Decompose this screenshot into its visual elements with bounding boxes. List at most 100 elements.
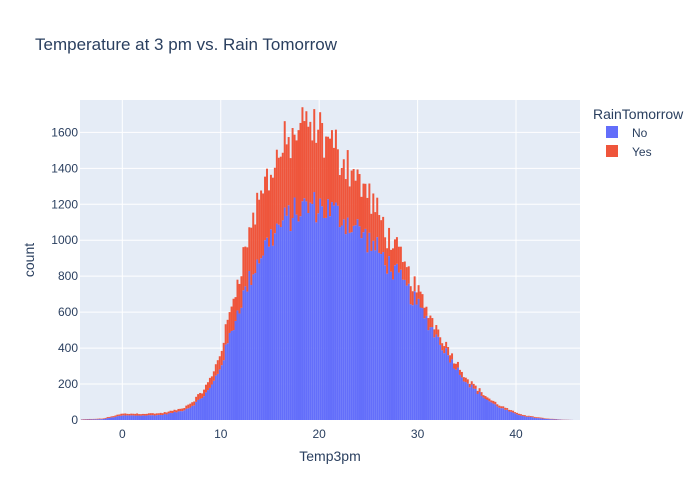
bar-yes[interactable] [250,227,253,285]
bar-yes[interactable] [439,337,442,345]
bar-no[interactable] [516,414,518,420]
bar-no[interactable] [258,263,261,420]
bar-no[interactable] [421,308,424,420]
bar-yes[interactable] [279,156,282,228]
bar-yes[interactable] [378,215,381,253]
bar-no[interactable] [118,415,121,420]
bar-no[interactable] [106,418,109,420]
bar-yes[interactable] [531,416,534,418]
bar-yes[interactable] [260,190,263,259]
bar-yes[interactable] [142,413,144,416]
bar-no[interactable] [476,394,479,420]
bar-no[interactable] [92,419,95,420]
bar-no[interactable] [90,419,93,420]
bar-yes[interactable] [384,237,387,266]
bar-yes[interactable] [323,157,326,218]
bar-no[interactable] [238,313,241,420]
bar-yes[interactable] [301,107,304,202]
bar-yes[interactable] [252,212,255,275]
bar-no[interactable] [94,419,97,420]
bar-no[interactable] [474,388,477,420]
bar-yes[interactable] [502,406,505,409]
bar-no[interactable] [169,412,172,420]
bar-yes[interactable] [500,406,503,409]
bar-no[interactable] [488,401,491,420]
bar-yes[interactable] [512,410,515,413]
bar-yes[interactable] [421,294,424,309]
bar-yes[interactable] [425,306,428,316]
bar-no[interactable] [370,250,373,420]
bar-yes[interactable] [395,237,398,264]
bar-yes[interactable] [541,417,544,419]
bar-yes[interactable] [466,379,469,384]
bar-yes[interactable] [319,112,322,199]
bar-yes[interactable] [140,414,143,416]
bar-no[interactable] [395,263,398,420]
bar-no[interactable] [374,250,377,420]
bar-yes[interactable] [478,388,481,392]
bar-yes[interactable] [386,248,389,274]
bar-no[interactable] [224,344,227,420]
bar-yes[interactable] [447,346,450,356]
bar-no[interactable] [451,359,454,420]
bar-yes[interactable] [218,356,221,370]
bar-yes[interactable] [368,183,371,233]
bar-yes[interactable] [120,413,123,416]
bar-yes[interactable] [476,390,479,395]
bar-yes[interactable] [195,396,198,402]
bar-no[interactable] [547,419,550,420]
bar-no[interactable] [185,408,188,420]
bar-yes[interactable] [354,180,357,226]
bar-no[interactable] [244,286,247,420]
bar-yes[interactable] [313,109,316,193]
bar-no[interactable] [470,384,473,420]
bar-yes[interactable] [348,186,351,233]
bar-no[interactable] [283,207,286,420]
bar-yes[interactable] [134,413,137,416]
bar-yes[interactable] [238,283,241,314]
bar-no[interactable] [512,412,515,420]
bar-no[interactable] [252,274,255,420]
bar-no[interactable] [228,332,231,420]
bar-yes[interactable] [340,167,343,226]
bar-yes[interactable] [222,342,225,361]
bar-yes[interactable] [403,261,406,280]
bar-yes[interactable] [490,400,493,403]
bar-no[interactable] [132,415,135,420]
bar-no[interactable] [285,215,288,420]
bar-yes[interactable] [244,246,247,287]
bar-no[interactable] [319,198,322,420]
bar-yes[interactable] [167,411,170,414]
bar-no[interactable] [256,259,259,420]
bar-no[interactable] [368,232,371,420]
bar-no[interactable] [484,399,487,420]
bar-yes[interactable] [254,224,257,274]
bar-no[interactable] [553,419,556,420]
bar-no[interactable] [441,350,444,420]
bar-yes[interactable] [267,190,270,247]
bar-yes[interactable] [234,297,237,321]
bar-yes[interactable] [317,129,320,214]
bar-no[interactable] [364,228,367,420]
bar-no[interactable] [445,348,448,420]
bar-yes[interactable] [208,377,211,388]
bar-no[interactable] [510,411,513,420]
bar-no[interactable] [413,291,416,420]
bar-yes[interactable] [352,169,355,226]
bar-yes[interactable] [307,126,310,214]
bar-yes[interactable] [529,416,532,417]
bar-no[interactable] [134,415,137,420]
bar-no[interactable] [405,285,408,420]
bar-no[interactable] [433,337,436,420]
bar-no[interactable] [313,192,316,420]
bar-yes[interactable] [157,413,160,415]
bar-no[interactable] [535,418,538,420]
bar-no[interactable] [427,330,430,420]
bar-no[interactable] [260,258,263,420]
bar-yes[interactable] [256,192,259,260]
bar-yes[interactable] [242,247,245,291]
bar-yes[interactable] [356,169,359,220]
bar-yes[interactable] [366,197,369,253]
bar-yes[interactable] [409,286,412,305]
bar-no[interactable] [177,411,180,420]
